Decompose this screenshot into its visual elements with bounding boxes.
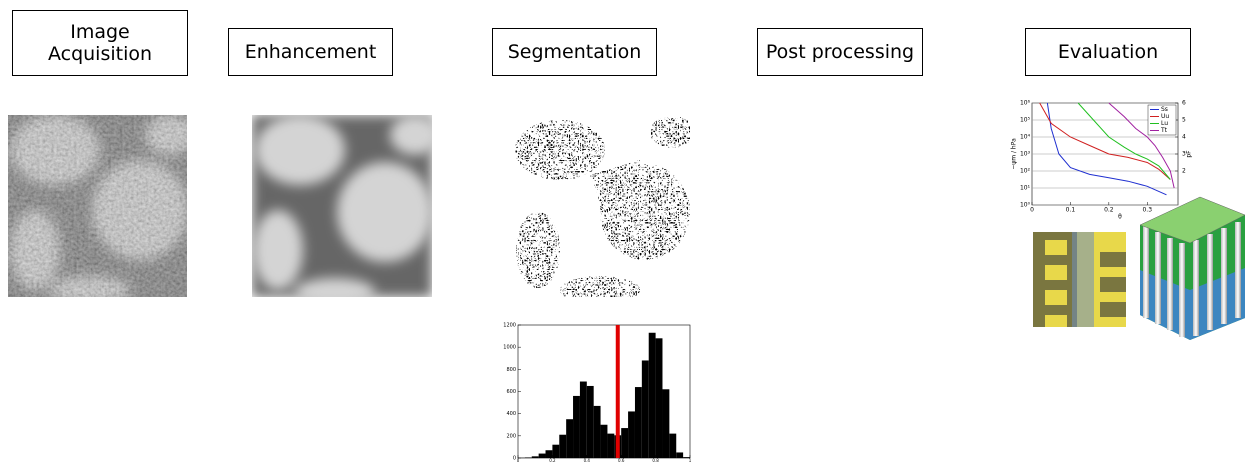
y2-axis-label: pF — [1186, 150, 1193, 158]
histogram-bar — [580, 382, 587, 458]
block-3d — [1140, 197, 1245, 340]
enhanced-image — [252, 115, 440, 306]
x-axis-label: θ — [1118, 214, 1122, 221]
histogram-bar — [656, 338, 663, 458]
y2-tick-label: 4 — [1182, 134, 1186, 141]
histogram-bar — [628, 411, 635, 458]
histogram-bar — [649, 333, 656, 458]
histogram-bar — [635, 387, 642, 458]
legend-label: Ss — [1161, 106, 1168, 113]
x-tick-label: 0.3 — [1142, 207, 1152, 214]
x-tick-label: 0.4 — [584, 458, 591, 463]
legend-label: Uu — [1161, 113, 1169, 120]
y-tick-label: 800 — [506, 367, 516, 373]
y-tick-label: 10⁴ — [1020, 134, 1031, 141]
step-box: Evaluation — [1025, 28, 1191, 76]
histogram-bar — [642, 360, 649, 458]
y-tick-label: 10¹ — [1020, 185, 1031, 192]
histogram-bar — [607, 434, 614, 458]
x-tick-label: 0.2 — [1104, 207, 1114, 214]
y2-tick-label: 5 — [1182, 117, 1186, 124]
step-box: Image Acquisition — [12, 10, 188, 76]
histogram-bar — [546, 450, 553, 458]
x-tick-label: 0.6 — [618, 458, 625, 463]
step-label: Post processing — [766, 41, 914, 63]
histogram-bar — [594, 406, 601, 458]
histogram-bar — [601, 425, 608, 458]
step-box: Enhancement — [228, 28, 393, 76]
x-tick-label: 0.1 — [1066, 207, 1076, 214]
x-tick-label: 0 — [1030, 207, 1034, 214]
y-tick-label: 1200 — [503, 323, 516, 329]
x-tick-label: 1 — [689, 458, 692, 463]
histogram-bar — [532, 456, 539, 458]
histogram-bar — [573, 396, 580, 458]
x-tick-label: 0.8 — [652, 458, 659, 463]
raw-image — [8, 115, 195, 304]
y-tick-label: 200 — [506, 433, 516, 439]
histogram-bar — [559, 435, 566, 458]
y-tick-label: 10⁵ — [1020, 117, 1031, 124]
y-tick-label: 10² — [1020, 168, 1031, 175]
y2-tick-label: 6 — [1182, 100, 1186, 107]
step-label: Evaluation — [1058, 41, 1158, 63]
step-box: Segmentation — [492, 28, 657, 76]
step-label: Segmentation — [508, 41, 642, 63]
y-tick-label: 10⁶ — [1020, 100, 1031, 107]
histogram-bar — [566, 419, 573, 458]
electrode-image — [1033, 232, 1126, 327]
y-tick-label: 600 — [506, 389, 516, 395]
step-label: Enhancement — [245, 41, 377, 63]
histogram-bar — [552, 445, 559, 458]
x-tick-label: 0.2 — [549, 458, 556, 463]
y-tick-label: 400 — [506, 411, 516, 417]
y-axis-label: −ψm / hPa — [1011, 138, 1018, 170]
legend-label: Lu — [1161, 120, 1168, 127]
y-tick-label: 10³ — [1020, 151, 1031, 158]
legend-label: Tt — [1160, 127, 1168, 134]
x-tick-label: 0 — [517, 458, 520, 463]
histogram-bar — [525, 457, 532, 458]
step-label: Image Acquisition — [45, 21, 155, 65]
y2-tick-label: 2 — [1182, 168, 1186, 175]
histogram-bar — [539, 454, 546, 458]
y-tick-label: 0 — [513, 456, 516, 462]
segmented-image — [513, 116, 694, 304]
y-tick-label: 1000 — [503, 345, 516, 351]
histogram-bar — [662, 389, 669, 458]
step-box: Post processing — [757, 28, 923, 76]
histogram-bar — [676, 452, 683, 458]
histogram-bar — [587, 386, 594, 458]
histogram-bar — [621, 428, 628, 458]
y-tick-label: 10⁰ — [1020, 202, 1031, 209]
page: 0 200 400 600 800 1000 1200 0 0.2 0.4 0.6 0.8 1 10⁰ 10… — [0, 0, 1247, 463]
histogram-bar — [669, 434, 676, 458]
